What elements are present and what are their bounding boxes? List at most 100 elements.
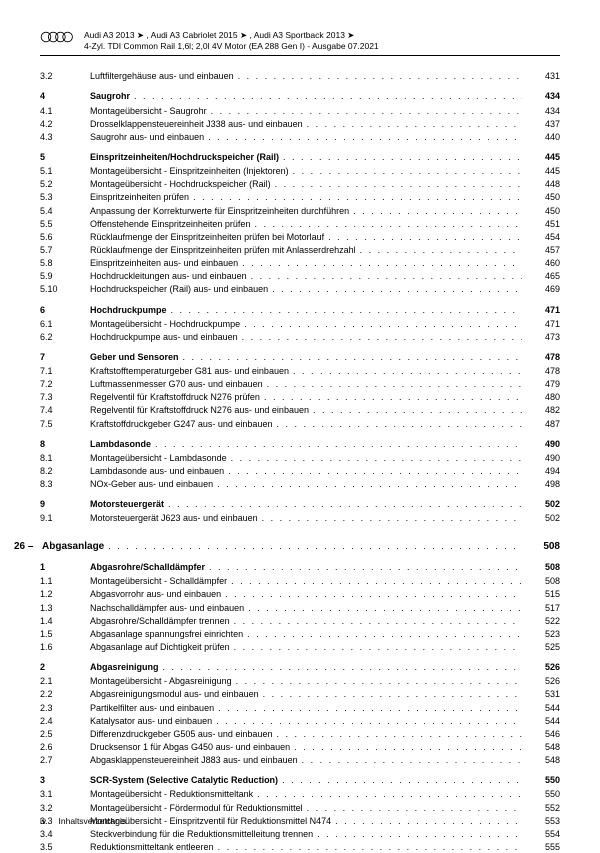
audi-logo-icon: [40, 30, 76, 44]
toc-row: 2.6Drucksensor 1 für Abgas G450 aus- und…: [40, 741, 560, 753]
toc-page: 544: [526, 702, 560, 714]
toc-page: 469: [526, 283, 560, 295]
toc-page: 473: [526, 331, 560, 343]
toc-title-cell: Montageübersicht - Abgasreinigung . . . …: [78, 675, 526, 687]
toc-page: 494: [526, 465, 560, 477]
toc-title-cell: Hochdruckleitungen aus- und einbauen . .…: [78, 270, 526, 282]
toc-row: 5.10Hochdruckspeicher (Rail) aus- und ei…: [40, 283, 560, 295]
toc-page: 471: [526, 304, 560, 316]
toc-row: 2.2Abgasreinigungsmodul aus- und einbaue…: [40, 688, 560, 700]
toc-number: 5.2: [40, 178, 78, 190]
toc-page: 546: [526, 728, 560, 740]
toc-number: 6.2: [40, 331, 78, 343]
toc-title: Partikelfilter aus- und einbauen: [90, 702, 214, 714]
toc-leader-dots: . . . . . . . . . . . . . . . . . . . . …: [231, 575, 522, 587]
toc-row: 26 –Abgasanlage . . . . . . . . . . . . …: [14, 540, 560, 554]
toc-number: 1.5: [40, 628, 78, 640]
toc-leader-dots: . . . . . . . . . . . . . . . . . . . . …: [228, 465, 522, 477]
toc-number: 2.5: [40, 728, 78, 740]
toc-title: NOx-Geber aus- und einbauen: [90, 478, 213, 490]
toc-row: 4.1Montageübersicht - Saugrohr . . . . .…: [40, 105, 560, 117]
toc-title: Hochdruckpumpe: [90, 304, 167, 316]
toc-title: Abgasreinigung: [90, 661, 159, 673]
toc-number: 2.3: [40, 702, 78, 714]
toc-row: 3.2Luftfiltergehäuse aus- und einbauen .…: [40, 70, 560, 82]
toc-page: 431: [526, 70, 560, 82]
toc-row: 1.6Abgasanlage auf Dichtigkeit prüfen . …: [40, 641, 560, 653]
toc-page: 525: [526, 641, 560, 653]
toc-title-cell: Abgasklappensteuereinheit J883 aus- und …: [78, 754, 526, 766]
toc-number: 2.2: [40, 688, 78, 700]
toc-title: Abgasreinigungsmodul aus- und einbauen: [90, 688, 259, 700]
toc-row: 7.2Luftmassenmesser G70 aus- und einbaue…: [40, 378, 560, 390]
toc-row: 3.2Montageübersicht - Fördermodul für Re…: [40, 802, 560, 814]
toc-title-cell: Regelventil für Kraftstoffdruck N276 prü…: [78, 391, 526, 403]
toc-title-cell: Drosselklappensteuereinheit J338 aus- un…: [78, 118, 526, 130]
toc-leader-dots: . . . . . . . . . . . . . . . . . . . . …: [335, 815, 522, 827]
toc-number: 5.1: [40, 165, 78, 177]
toc-page: 448: [526, 178, 560, 190]
toc-title-cell: Abgasreinigung . . . . . . . . . . . . .…: [78, 661, 526, 673]
toc-row: 7.5Kraftstoffdruckgeber G247 aus- und ei…: [40, 418, 560, 430]
toc-row: 8.1Montageübersicht - Lambdasonde . . . …: [40, 452, 560, 464]
toc-page: 445: [526, 151, 560, 163]
toc-title-cell: Montageübersicht - Hochdruckspeicher (Ra…: [78, 178, 526, 190]
toc-title: Offenstehende Einspritzeinheiten prüfen: [90, 218, 250, 230]
toc-number: 3.2: [40, 802, 78, 814]
toc-row: 5.1Montageübersicht - Einspritzeinheiten…: [40, 165, 560, 177]
toc-row: 4.2Drosselklappensteuereinheit J338 aus-…: [40, 118, 560, 130]
toc-row: 2.4Katalysator aus- und einbauen . . . .…: [40, 715, 560, 727]
toc-number: 26 –: [14, 540, 42, 554]
toc-title-cell: Motorsteuergerät J623 aus- und einbauen …: [78, 512, 526, 524]
toc-page: 434: [526, 90, 560, 102]
toc-row: 2.1Montageübersicht - Abgasreinigung . .…: [40, 675, 560, 687]
toc-leader-dots: . . . . . . . . . . . . . . . . . . . . …: [262, 512, 522, 524]
toc-page: 502: [526, 498, 560, 510]
toc-title: Nachschalldämpfer aus- und einbauen: [90, 602, 244, 614]
toc-row: 8.2Lambdasonde aus- und einbauen . . . .…: [40, 465, 560, 477]
toc-title: Montageübersicht - Schalldämpfer: [90, 575, 227, 587]
toc-title: Einspritzeinheiten aus- und einbauen: [90, 257, 238, 269]
toc-leader-dots: . . . . . . . . . . . . . . . . . . . . …: [242, 331, 522, 343]
toc-row: 6.2Hochdruckpumpe aus- und einbauen . . …: [40, 331, 560, 343]
toc-title-cell: Abgasreinigungsmodul aus- und einbauen .…: [78, 688, 526, 700]
toc-title: Montageübersicht - Abgasreinigung: [90, 675, 232, 687]
toc-title: Anpassung der Korrekturwerte für Einspri…: [90, 205, 349, 217]
toc-leader-dots: . . . . . . . . . . . . . . . . . . . . …: [163, 661, 522, 673]
toc-row: 7.4Regelventil für Kraftstoffdruck N276 …: [40, 404, 560, 416]
toc-row: 4Saugrohr . . . . . . . . . . . . . . . …: [40, 90, 560, 102]
toc-number: 2.7: [40, 754, 78, 766]
toc-number: 2.4: [40, 715, 78, 727]
toc-title-cell: Nachschalldämpfer aus- und einbauen . . …: [78, 602, 526, 614]
toc-title: Drosselklappensteuereinheit J338 aus- un…: [90, 118, 303, 130]
toc-number: 1.3: [40, 602, 78, 614]
toc-row: 2Abgasreinigung . . . . . . . . . . . . …: [40, 661, 560, 673]
toc-title-cell: Einspritzeinheiten prüfen . . . . . . . …: [78, 191, 526, 203]
toc-leader-dots: . . . . . . . . . . . . . . . . . . . . …: [275, 178, 522, 190]
header-text: Audi A3 2013 ➤ , Audi A3 Cabriolet 2015 …: [84, 30, 379, 51]
toc-title: Abgasanlage spannungsfrei einrichten: [90, 628, 243, 640]
toc-title-cell: Montageübersicht - Lambdasonde . . . . .…: [78, 452, 526, 464]
toc-row: 5.8Einspritzeinheiten aus- und einbauen …: [40, 257, 560, 269]
toc-leader-dots: . . . . . . . . . . . . . . . . . . . . …: [360, 244, 522, 256]
toc-leader-dots: . . . . . . . . . . . . . . . . . . . . …: [283, 151, 522, 163]
toc-page: 460: [526, 257, 560, 269]
toc-title-cell: Drucksensor 1 für Abgas G450 aus- und ei…: [78, 741, 526, 753]
toc-row: 5.6Rücklaufmenge der Einspritzeinheiten …: [40, 231, 560, 243]
toc-title: Geber und Sensoren: [90, 351, 179, 363]
toc-title-cell: Hochdruckspeicher (Rail) aus- und einbau…: [78, 283, 526, 295]
toc-page: 454: [526, 231, 560, 243]
toc-page: 550: [526, 788, 560, 800]
toc-leader-dots: . . . . . . . . . . . . . . . . . . . . …: [313, 404, 522, 416]
toc-row: 1.1 Montageübersicht - Schalldämpfer . . …: [40, 575, 560, 587]
toc-number: 5: [40, 151, 78, 163]
toc-title: Montageübersicht - Hochdruckpumpe: [90, 318, 240, 330]
toc-number: 5.7: [40, 244, 78, 256]
toc-leader-dots: . . . . . . . . . . . . . . . . . . . . …: [225, 588, 522, 600]
toc-row: 8Lambdasonde . . . . . . . . . . . . . .…: [40, 438, 560, 450]
toc-title: Saugrohr: [90, 90, 130, 102]
toc-number: 3.1: [40, 788, 78, 800]
toc-page: 451: [526, 218, 560, 230]
toc-number: 3: [40, 774, 78, 786]
toc-number: 1.1: [40, 575, 78, 587]
